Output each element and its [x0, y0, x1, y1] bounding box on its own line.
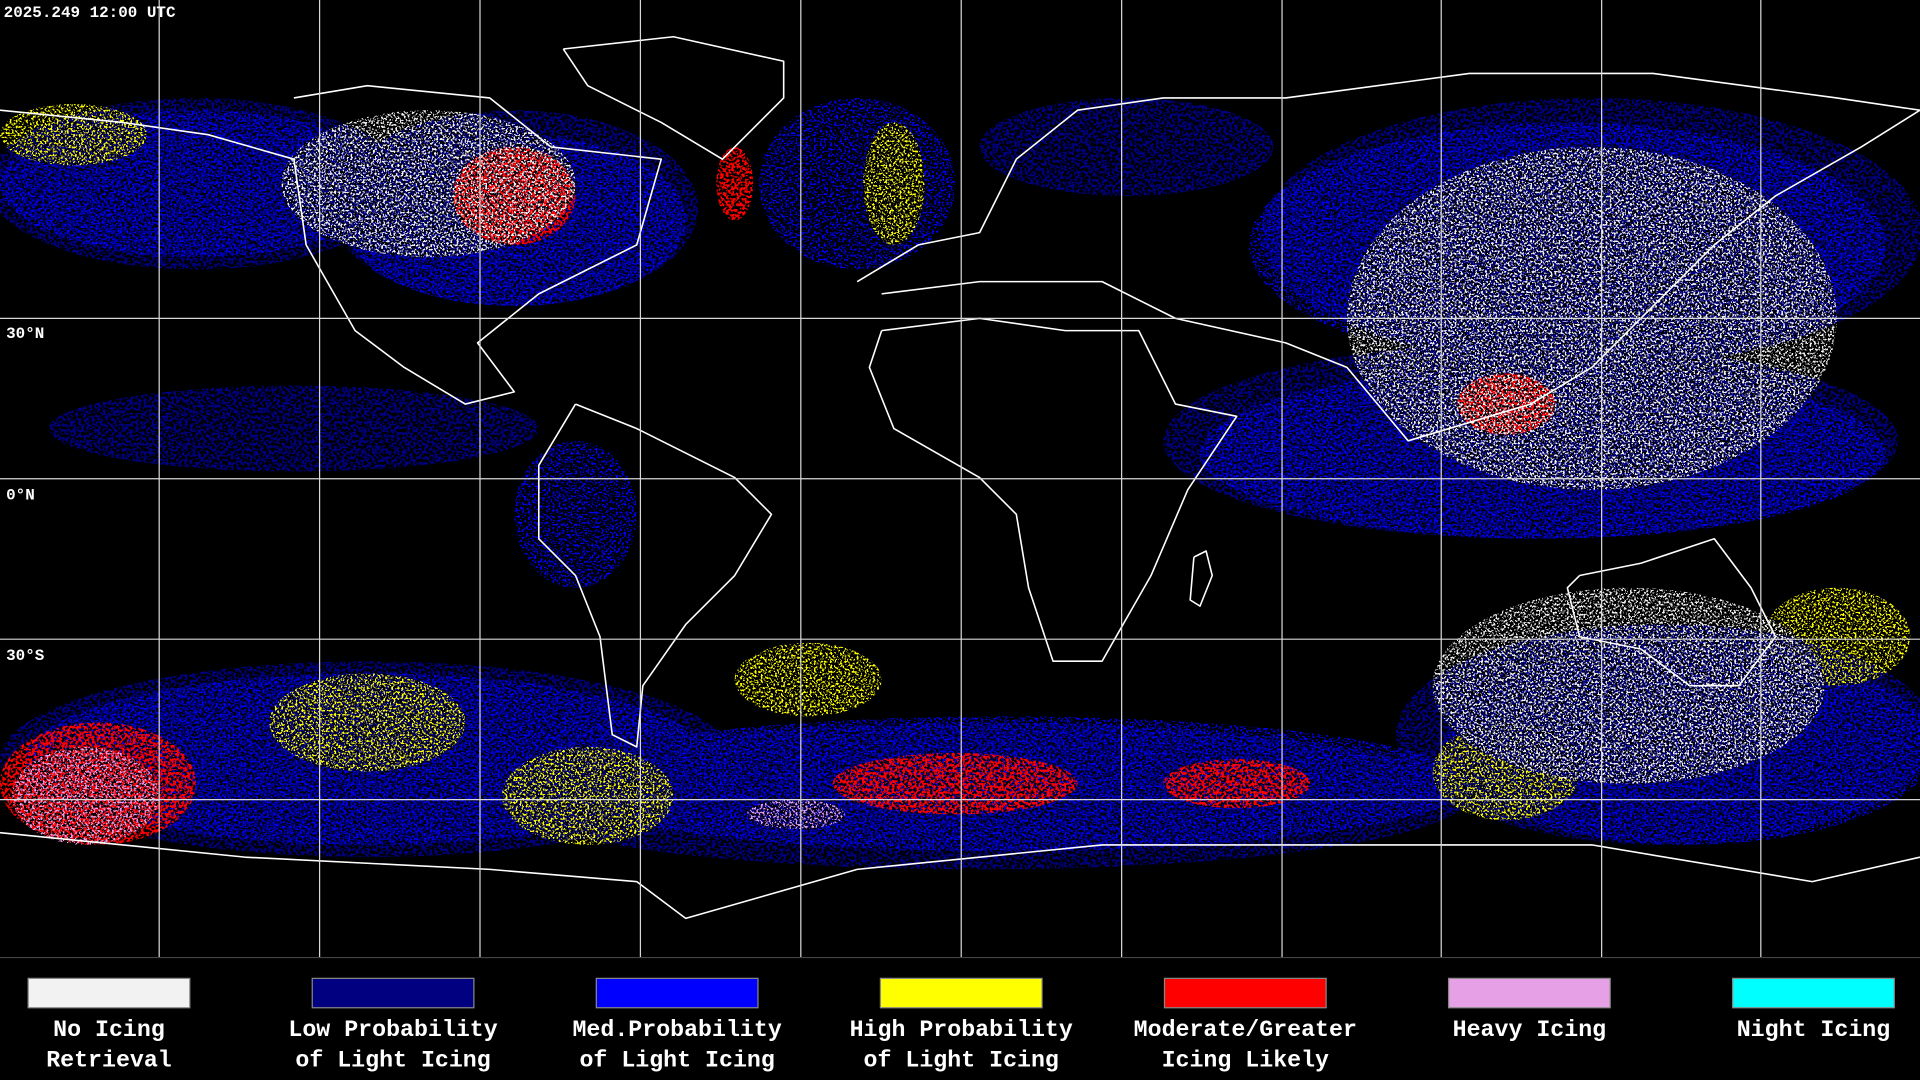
legend-label: Moderate/Greater: [1134, 1017, 1357, 1043]
legend-label: No Icing: [53, 1017, 165, 1043]
latitude-label: 30°N: [6, 325, 44, 343]
latitude-label: 0°N: [6, 487, 35, 505]
legend-swatch: [595, 977, 759, 1009]
legend-swatch: [879, 977, 1043, 1009]
legend-item: High Probability of Light Icing: [850, 977, 1073, 1074]
timestamp: 2025.249 12:00 UTC: [4, 4, 176, 22]
legend-swatch: [311, 977, 475, 1009]
legend-item: No Icing Retrieval: [27, 977, 191, 1074]
latitude-label: 30°S: [6, 647, 45, 665]
legend: No Icing Retrieval Low Probability of Light…: [27, 977, 1895, 1074]
legend-label: Med.Probability: [572, 1017, 781, 1043]
coastlines: [0, 35, 1920, 920]
legend-item: Med.Probability of Light Icing: [572, 977, 782, 1074]
graticule: [0, 0, 1920, 958]
legend-swatch: [1163, 977, 1327, 1009]
legend-swatch: [1447, 977, 1611, 1009]
legend-label: of Light Icing: [864, 1048, 1059, 1074]
legend-item: Low Probability of Light Icing: [288, 977, 498, 1074]
legend-label: High Probability: [850, 1017, 1073, 1043]
legend-item: Moderate/Greater Icing Likely: [1134, 977, 1357, 1074]
legend-swatch: [1732, 977, 1895, 1009]
legend-swatch: [27, 977, 191, 1009]
legend-label: Heavy Icing: [1453, 1017, 1606, 1043]
icing-heavy: [12, 746, 845, 845]
legend-label: of Light Icing: [579, 1048, 774, 1074]
legend-label: of Light Icing: [295, 1048, 490, 1074]
latitude-labels: 30°N 0°N 30°S: [6, 325, 45, 665]
legend-item: Heavy Icing: [1447, 977, 1611, 1043]
legend-label: Icing Likely: [1162, 1048, 1329, 1074]
legend-item: Night Icing: [1732, 977, 1895, 1043]
legend-label: Retrieval: [46, 1048, 172, 1074]
legend-label: Low Probability: [288, 1017, 497, 1043]
legend-label: Night Icing: [1737, 1017, 1890, 1043]
